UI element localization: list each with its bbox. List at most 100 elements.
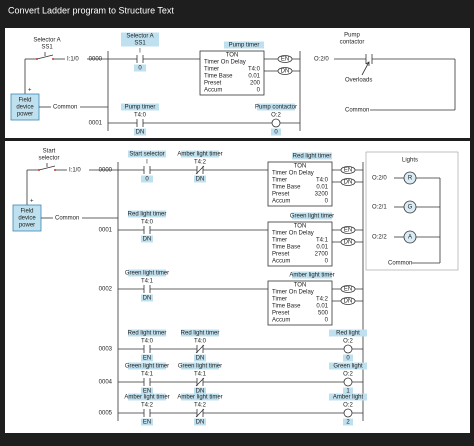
tag-box: [343, 354, 353, 362]
timer-row-label: Time Base: [272, 185, 301, 191]
tag-label: Red light timer: [128, 212, 167, 218]
timer-row-value: 500: [318, 311, 329, 317]
timer-row-label: Preset: [272, 252, 290, 258]
tag-box: [292, 212, 332, 220]
contact-address: T4:1: [194, 372, 207, 378]
coil: [340, 166, 356, 174]
tag-box: [128, 329, 166, 337]
tag-label: Amber light timer: [124, 395, 169, 401]
timer-row-value: 0.01: [316, 185, 328, 191]
coil-label: DN: [281, 69, 290, 75]
timer-row-label: Time Base: [272, 304, 301, 310]
tag-box: [141, 418, 153, 426]
tag-box: [194, 354, 206, 362]
timer-row-label: Timer On Delay: [204, 60, 246, 66]
contact-gap: [137, 58, 143, 60]
contact-slash: [195, 165, 205, 175]
coil: [340, 285, 356, 293]
output-coil: [343, 344, 353, 354]
tag-box: [271, 128, 281, 136]
selector-switch: [38, 163, 56, 171]
tag-box: [141, 294, 153, 302]
power-label: Field: [20, 209, 33, 215]
window-title: Convert Ladder program to Structure Text: [8, 5, 174, 15]
timer-row-value: 2700: [315, 252, 329, 258]
tag-box: [121, 103, 159, 111]
tag-label: Green light timer: [125, 364, 169, 370]
contact-address: T4:1: [141, 372, 154, 378]
timer-row-label: Accum: [204, 88, 222, 94]
timer-row-value: T4:1: [316, 238, 329, 244]
contact-slash: [195, 377, 205, 387]
coil-label: DN: [344, 240, 353, 246]
tag-label: Amber light: [333, 395, 364, 401]
tag-box: [329, 362, 367, 370]
terminal: [38, 169, 40, 171]
coil-label: DN: [344, 299, 353, 305]
rung-number: 0000: [89, 57, 103, 63]
tag-label: Red light: [336, 331, 360, 337]
contact-gap: [144, 381, 150, 383]
tag-box: [343, 418, 353, 426]
tag-box: [343, 387, 353, 395]
coil-address: O:2: [271, 113, 281, 119]
lamp-letter: G: [408, 205, 413, 211]
common-label: Common: [53, 105, 77, 111]
input-name: Start: [43, 149, 56, 155]
tag-box: [181, 329, 219, 337]
timer-row-value: 0: [325, 199, 329, 205]
input-name: SS1: [41, 45, 53, 51]
power-label: Field: [18, 98, 31, 104]
tag-label: DN: [196, 420, 205, 426]
timer-row-label: Timer: [272, 297, 287, 303]
contact-gap: [144, 169, 150, 171]
coil: [340, 178, 356, 186]
tag-label: Pump timer: [125, 105, 156, 111]
contact-address: T4:0: [194, 339, 207, 345]
tag-label: DN: [143, 237, 152, 243]
tag-label: EN: [143, 420, 151, 426]
tag-box: [141, 354, 153, 362]
output-name: contactor: [340, 40, 365, 46]
selector-switch: [36, 52, 54, 60]
timer-row-value: 0: [325, 259, 329, 265]
contact-gap: [144, 412, 150, 414]
timer-row-label: Accum: [272, 259, 290, 265]
timer-box: [267, 161, 333, 207]
coil: [277, 67, 293, 75]
timer-row-label: Preset: [204, 81, 222, 87]
panel-2: [5, 141, 470, 433]
tag-box: [292, 271, 332, 279]
tag-box: [194, 418, 206, 426]
timer-row-value: 0.01: [316, 245, 328, 251]
tag-label: Amber light timer: [177, 152, 222, 158]
contact-address: I: [146, 160, 148, 166]
overloads-label: Overloads: [345, 78, 372, 84]
tag-box: [128, 269, 166, 277]
timer-row-label: Time Base: [204, 74, 233, 80]
timer-header: TON: [294, 224, 307, 230]
tag-box: [134, 64, 146, 72]
tag-label: Amber light timer: [177, 395, 222, 401]
tag-label: Green light timer: [290, 214, 334, 220]
tag-label: Green light: [333, 364, 363, 370]
rung-number: 0000: [99, 168, 113, 174]
coil-address: O:2: [343, 372, 353, 378]
coil-address: O:2: [343, 403, 353, 409]
tag-label: DN: [196, 389, 205, 395]
contact-address: T4:1: [141, 279, 154, 285]
input-address: I:1/0: [67, 57, 79, 63]
power-label: power: [17, 112, 33, 118]
tag-box: [141, 387, 153, 395]
tag-label: 1: [346, 389, 350, 395]
common-label: Common: [388, 261, 412, 267]
timer-row-label: Timer On Delay: [272, 290, 314, 296]
coil: [340, 238, 356, 246]
plus-sign: +: [28, 88, 32, 94]
timer-row-label: Preset: [272, 192, 290, 198]
rung-number: 0001: [89, 121, 103, 127]
output-coil: [343, 408, 353, 418]
tag-label: Selector A: [126, 34, 153, 40]
plus-sign: +: [30, 199, 34, 205]
tag-box: [224, 41, 264, 49]
